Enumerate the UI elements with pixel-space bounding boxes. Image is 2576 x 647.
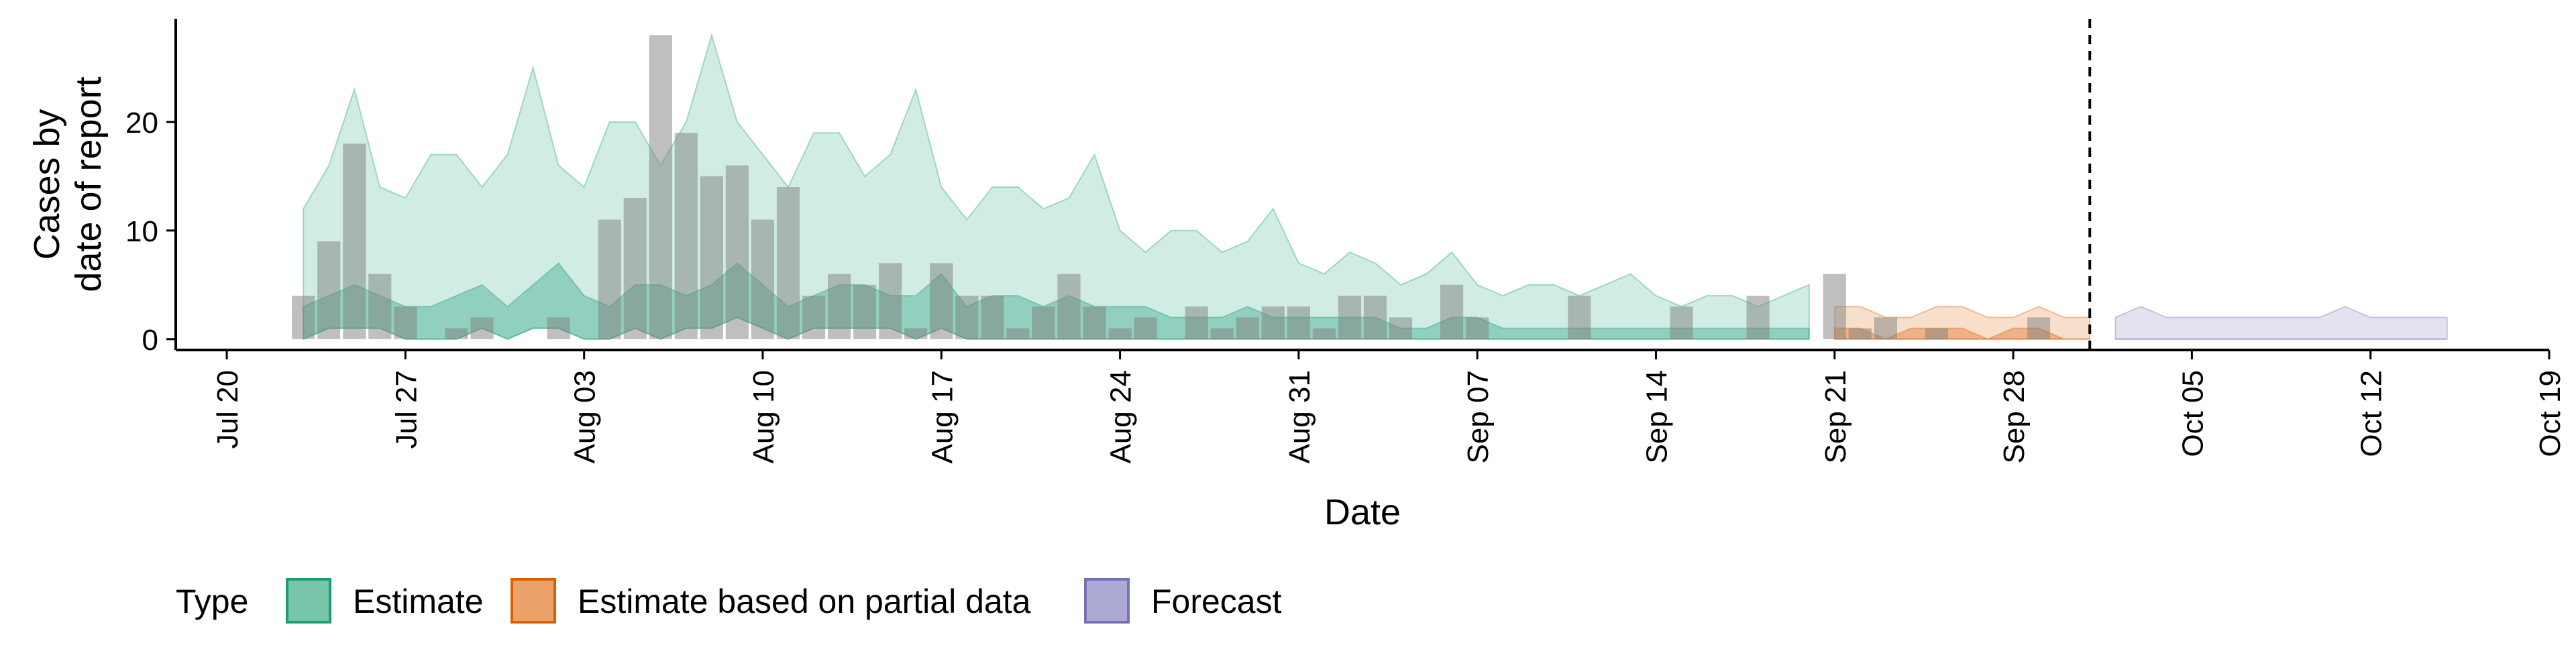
case-bar	[1083, 306, 1106, 339]
x-tick-label: Aug 24	[1105, 370, 1138, 463]
case-bar	[930, 263, 953, 339]
estimate-based-on-partial-data-band-90	[1833, 306, 2091, 340]
legend-key	[286, 578, 331, 624]
case-bar	[1185, 306, 1208, 339]
y-axis-title-line: date of report	[68, 76, 109, 292]
case-bar	[1874, 317, 1897, 339]
case-bar	[1848, 328, 1872, 339]
case-bar	[470, 317, 494, 339]
case-bar	[700, 176, 723, 339]
x-tick-label: Jul 27	[390, 370, 423, 449]
case-bar	[1312, 328, 1336, 339]
case-bar	[1236, 317, 1259, 339]
y-tick-label: 0	[142, 324, 158, 357]
legend: Type Estimate Estimate based on partial da…	[176, 578, 1282, 624]
case-bar	[1032, 306, 1055, 339]
y-axis-title-line: Cases by	[27, 109, 67, 259]
y-tick-label: 10	[125, 215, 158, 248]
case-bar	[1568, 296, 1591, 339]
case-bar	[1338, 296, 1362, 339]
case-bar	[1261, 306, 1285, 339]
x-tick-label: Aug 03	[569, 370, 602, 463]
case-bar	[1134, 317, 1157, 339]
case-bar	[904, 328, 928, 339]
legend-key	[511, 578, 556, 624]
case-bar	[598, 219, 621, 339]
x-tick-label: Oct 12	[2355, 370, 2388, 457]
x-tick-label: Sep 07	[1462, 370, 1495, 463]
legend-title: Type	[176, 583, 248, 620]
case-bar	[674, 133, 698, 339]
case-bar	[368, 274, 392, 339]
case-bar	[1466, 317, 1489, 339]
case-bar	[1108, 328, 1132, 339]
axes-layer: 0 10 20 Jul 20 Jul 27 Aug 03 Aug 10 Aug 17 Aug 2…	[27, 19, 2567, 532]
case-bar	[1823, 274, 1846, 339]
case-bar	[1670, 306, 1693, 339]
case-bar	[1057, 274, 1081, 339]
case-bar	[2027, 317, 2051, 339]
bar-layer	[292, 35, 2051, 339]
estimate-based-on-partial-data-band-50	[1833, 327, 2090, 340]
x-tick-label: Aug 10	[747, 370, 780, 463]
case-bar	[879, 263, 902, 339]
x-tick-label: Jul 20	[211, 370, 244, 449]
case-bar	[981, 296, 1004, 339]
case-bar	[1746, 296, 1770, 339]
case-bar	[1006, 328, 1030, 339]
x-tick-label: Aug 31	[1283, 370, 1316, 463]
case-bar	[828, 274, 851, 339]
case-bar	[1210, 328, 1234, 339]
case-bar	[1440, 284, 1464, 339]
x-axis-title: Date	[1324, 492, 1401, 532]
y-axis-title: Cases bydate of report	[27, 76, 109, 292]
x-tick-label: Sep 14	[1640, 370, 1673, 463]
x-tick-label: Sep 21	[1819, 370, 1852, 463]
case-bar	[547, 317, 570, 339]
case-bar	[1287, 306, 1310, 339]
legend-label: Forecast	[1151, 583, 1282, 620]
legend-key	[1084, 578, 1130, 624]
case-bar	[802, 296, 826, 339]
case-bar	[394, 306, 417, 339]
forecast-band-90	[2114, 306, 2448, 340]
case-bar	[343, 143, 366, 339]
x-tick-label: Oct 19	[2534, 370, 2567, 457]
case-bar	[445, 328, 468, 339]
legend-label: Estimate based on partial data	[578, 583, 1031, 620]
case-bar	[317, 241, 341, 339]
x-tick-label: Oct 05	[2176, 370, 2209, 457]
case-bar	[1363, 296, 1387, 339]
case-bar	[1925, 328, 1948, 339]
case-bar	[751, 219, 775, 339]
case-bar	[292, 296, 315, 339]
case-bar	[623, 198, 647, 339]
case-bar	[649, 35, 672, 339]
y-tick-label: 20	[125, 107, 158, 139]
case-bar	[955, 296, 979, 339]
case-bar	[1389, 317, 1413, 339]
legend-label: Estimate	[353, 583, 484, 620]
x-tick-label: Sep 28	[1998, 370, 2031, 463]
x-tick-label: Aug 17	[926, 370, 959, 463]
case-bar	[776, 187, 800, 339]
case-bar	[853, 284, 877, 339]
case-bar	[725, 165, 749, 339]
